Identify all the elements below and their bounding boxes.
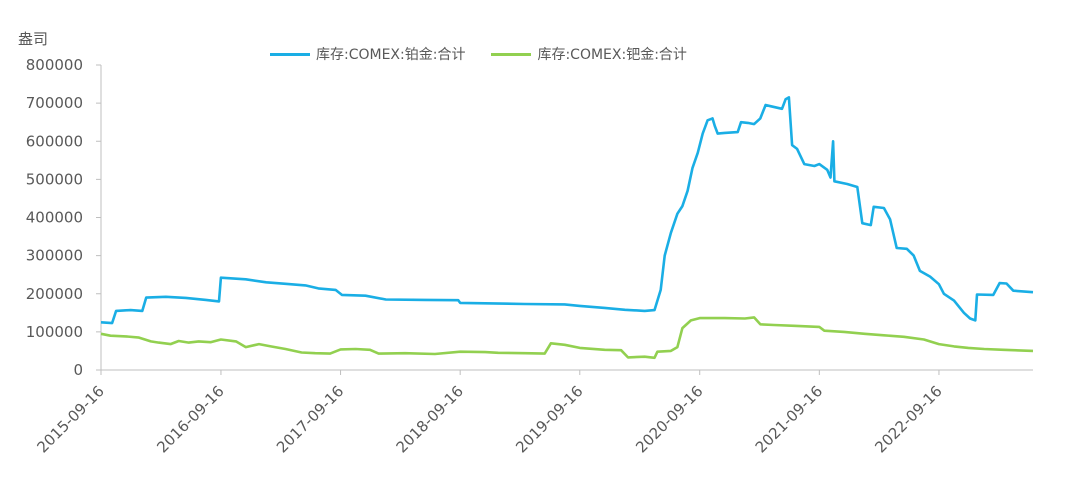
- series-line-platinum: [100, 96, 1034, 325]
- legend-item-palladium: 库存:COMEX:钯金:合计: [491, 44, 687, 64]
- series-line-palladium: [100, 316, 1034, 360]
- y-unit-label: 盎司: [18, 30, 49, 48]
- x-tick-label: 2017-09-16: [273, 382, 347, 456]
- legend-label-palladium: 库存:COMEX:钯金:合计: [537, 47, 687, 63]
- y-tick-label: 600000: [26, 132, 83, 150]
- x-tick-label: 2021-09-16: [752, 382, 826, 456]
- legend: 库存:COMEX:铂金:合计 库存:COMEX:钯金:合计: [270, 44, 687, 64]
- x-tick-label: 2020-09-16: [632, 382, 706, 456]
- x-tick-label: 2015-09-16: [33, 382, 107, 456]
- y-tick-label: 500000: [26, 170, 83, 188]
- x-tick-label: 2022-09-16: [871, 382, 945, 456]
- legend-item-platinum: 库存:COMEX:铂金:合计: [270, 44, 465, 64]
- legend-label-platinum: 库存:COMEX:铂金:合计: [316, 47, 466, 63]
- legend-swatch-palladium: [491, 52, 532, 56]
- y-tick-label: 0: [73, 361, 83, 379]
- x-tick-label: 2019-09-16: [512, 382, 586, 456]
- x-tick-label: 2018-09-16: [393, 382, 467, 456]
- y-tick-label: 700000: [26, 94, 83, 112]
- y-tick-label: 200000: [26, 285, 83, 303]
- y-tick-label: 100000: [26, 323, 83, 341]
- y-tick-label: 800000: [26, 56, 83, 74]
- y-tick-label: 400000: [26, 209, 83, 227]
- legend-swatch-platinum: [270, 52, 310, 56]
- x-tick-label: 2016-09-16: [153, 382, 227, 456]
- y-tick-label: 300000: [26, 247, 83, 265]
